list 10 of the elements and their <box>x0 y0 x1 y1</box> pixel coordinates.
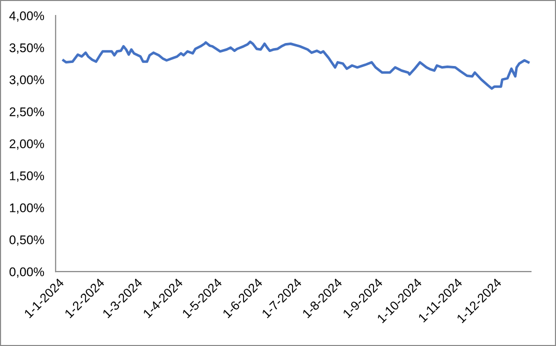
y-tick-label: 1,50% <box>10 171 44 182</box>
y-tick-label: 1,00% <box>10 203 44 214</box>
y-tick-label: 2,00% <box>10 139 44 150</box>
line-series <box>62 40 530 90</box>
y-tick-label: 0,00% <box>10 267 44 278</box>
y-tick-label: 0,50% <box>10 235 44 246</box>
y-tick-label: 2,50% <box>10 107 44 118</box>
y-tick-label: 3,50% <box>10 43 44 54</box>
y-tick-label: 3,00% <box>10 75 44 86</box>
y-tick-label: 4,00% <box>9 11 44 22</box>
